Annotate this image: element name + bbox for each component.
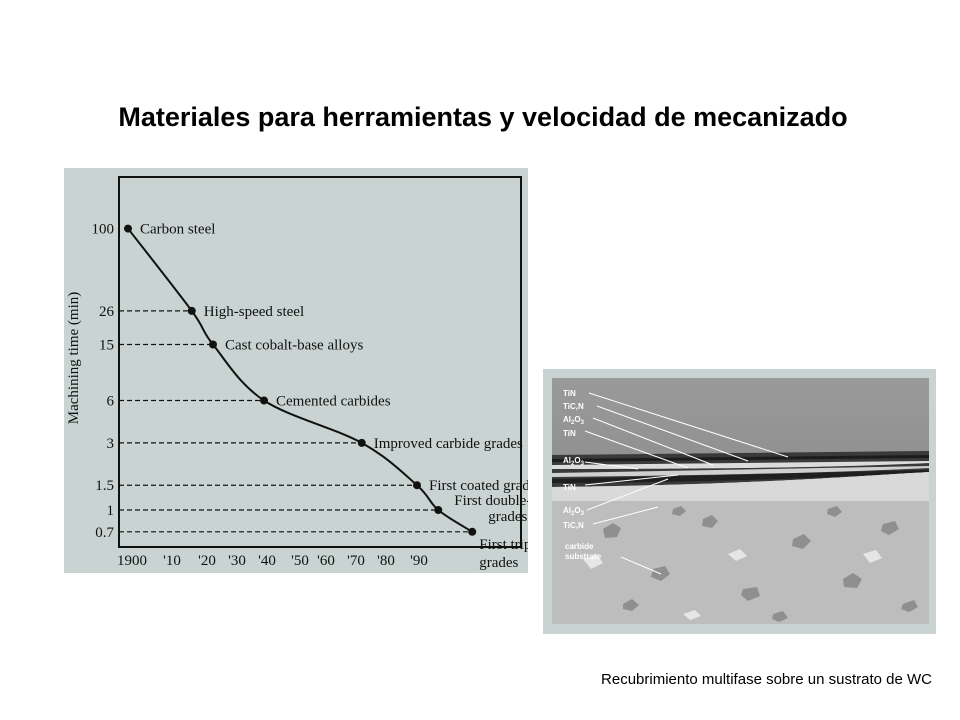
data-points [124, 224, 477, 536]
micro-label-carbide: carbide [565, 542, 594, 551]
x-tick-labels: 1900 '10 '20 '30 '40 '50 '60 '70 '80 '90 [117, 553, 428, 569]
point-label: First double-coatedgrades [454, 493, 528, 525]
x-tick-label: '60 [317, 553, 335, 569]
micro-label-al2o3-3: Al2O3 [563, 506, 585, 517]
point-label: First coated grades [429, 478, 528, 494]
micro-label-tin: TiN [563, 389, 576, 398]
data-point [187, 306, 196, 315]
substrate-highlights [583, 549, 882, 620]
data-point [413, 481, 421, 490]
x-tick-label: '70 [347, 553, 365, 569]
x-tick-label: '50 [291, 553, 309, 569]
data-point [468, 527, 477, 536]
data-point [260, 396, 268, 405]
micro-label-ticn-2: TiC,N [563, 521, 584, 530]
micro-label-al2o3: Al2O3 [563, 415, 585, 426]
micro-label-ticn: TiC,N [563, 402, 584, 411]
y-tick-label: 3 [107, 436, 115, 452]
x-tick-label: '30 [228, 553, 246, 569]
data-point [124, 224, 132, 233]
point-label: High-speed steel [204, 304, 304, 320]
x-tick-label: 1900 [117, 553, 147, 569]
y-axis-label: Machining time (min) [66, 292, 82, 424]
leader-lines [119, 310, 469, 533]
y-tick-labels: 100 26 15 6 3 1.5 1 0.7 [92, 222, 115, 541]
micro-label-al2o3-2: Al2O3 [563, 456, 585, 467]
coating-layer [552, 461, 929, 469]
pointer-lines [584, 392, 789, 575]
x-tick-label: '80 [377, 553, 395, 569]
x-tick-label: '40 [258, 553, 276, 569]
figure-caption: Recubrimiento multifase sobre un sustrat… [601, 671, 932, 688]
micrograph-image: TiN TiC,N Al2O3 TiN Al2O3 TiN Al2O3 TiC,… [543, 369, 936, 634]
point-label: Improved carbide grades [374, 436, 523, 452]
y-tick-label: 26 [99, 304, 115, 320]
data-point [434, 506, 443, 515]
x-tick-label: '90 [410, 553, 428, 569]
y-tick-label: 1.5 [95, 478, 114, 494]
slide-title: Materiales para herramientas y velocidad… [118, 102, 848, 132]
y-tick-label: 15 [99, 338, 114, 354]
micro-label-tin-2: TiN [563, 429, 576, 438]
machining-time-chart: Machining time (min) 100 26 15 6 3 1.5 1 0.7 19… [64, 168, 528, 573]
coating-micrograph: TiN TiC,N Al2O3 TiN Al2O3 TiN Al2O3 TiC,… [543, 369, 936, 634]
point-label: First triple-coatedgrades [479, 537, 528, 571]
chart-svg: Machining time (min) 100 26 15 6 3 1.5 1 0.7 19… [64, 168, 528, 573]
y-tick-label: 100 [92, 222, 115, 238]
substrate-top [552, 472, 929, 501]
data-point [209, 340, 217, 349]
plot-frame [118, 176, 522, 548]
chart-background [64, 168, 528, 573]
coating-layer [552, 470, 929, 483]
point-label: Cemented carbides [276, 394, 391, 410]
x-tick-label: '20 [198, 553, 216, 569]
coating-layer [552, 466, 929, 477]
data-point [357, 438, 366, 447]
micro-label-substrate: substrate [565, 552, 602, 561]
y-tick-label: 0.7 [95, 525, 114, 541]
point-label: Cast cobalt-base alloys [225, 338, 363, 354]
x-tick-label: '10 [163, 553, 181, 569]
substrate-grains [603, 506, 918, 622]
point-label: Carbon steel [140, 222, 215, 238]
point-annotations: Carbon steel High-speed steel Cast cobalt-… [140, 222, 528, 571]
y-tick-label: 1 [107, 503, 115, 519]
y-tick-label: 6 [107, 394, 115, 410]
micro-label-tin-3: TiN [563, 483, 576, 492]
